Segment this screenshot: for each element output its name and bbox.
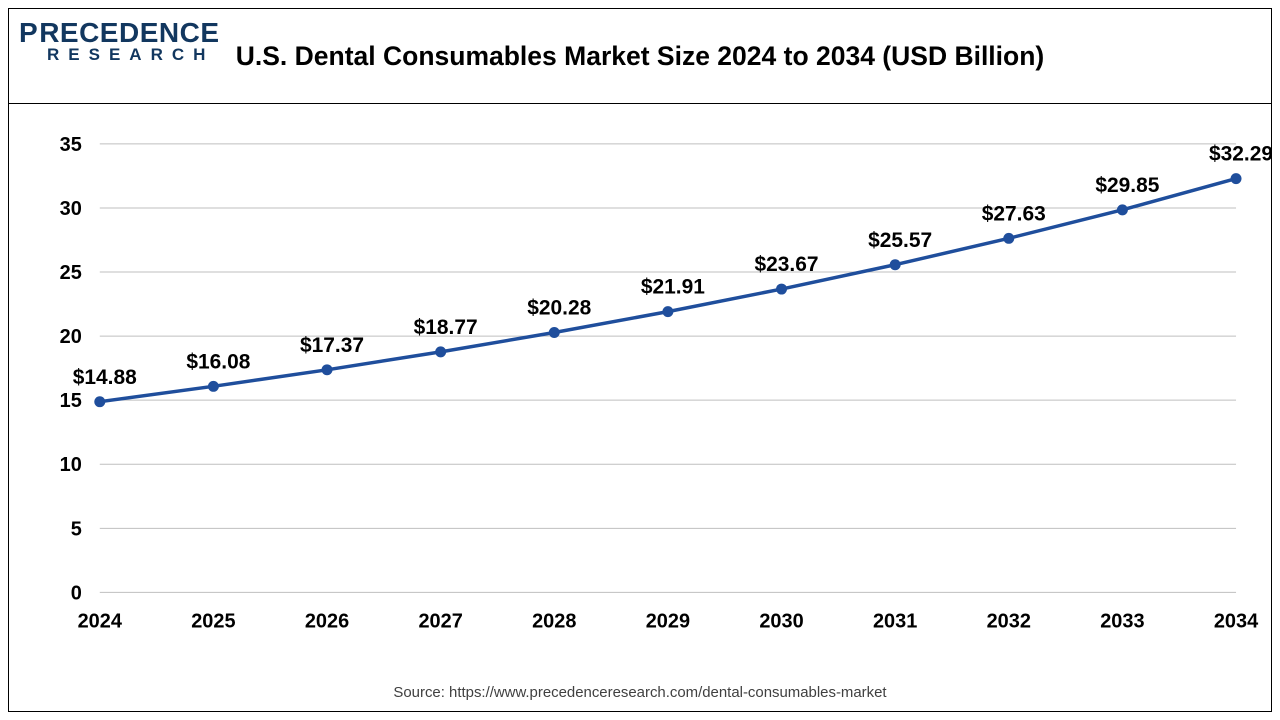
- svg-text:2027: 2027: [418, 610, 462, 632]
- data-point: [776, 284, 787, 295]
- data-point: [322, 364, 333, 375]
- gridlines: [100, 144, 1236, 593]
- line-chart-svg: 05101520253035 2024202520262027202820292…: [9, 104, 1271, 711]
- logo-sub-text: RESEARCH: [47, 45, 229, 65]
- svg-text:2033: 2033: [1100, 610, 1144, 632]
- data-label: $25.57: [868, 229, 932, 252]
- svg-text:2031: 2031: [873, 610, 917, 632]
- data-point: [890, 259, 901, 270]
- data-point: [549, 327, 560, 338]
- svg-text:2024: 2024: [78, 610, 122, 632]
- svg-text:25: 25: [60, 262, 82, 284]
- data-label: $27.63: [982, 202, 1046, 225]
- data-point: [1003, 233, 1014, 244]
- data-point: [1231, 173, 1242, 184]
- svg-text:2026: 2026: [305, 610, 349, 632]
- data-point: [94, 396, 105, 407]
- logo-main-text: PPRECEDENCERECEDENCE: [19, 19, 229, 47]
- svg-text:10: 10: [60, 454, 82, 476]
- source-citation: Source: https://www.precedenceresearch.c…: [393, 684, 887, 701]
- svg-text:30: 30: [60, 198, 82, 220]
- svg-text:2034: 2034: [1214, 610, 1258, 632]
- svg-text:0: 0: [71, 582, 82, 604]
- svg-text:2030: 2030: [759, 610, 803, 632]
- svg-text:15: 15: [60, 390, 82, 412]
- data-label: $17.37: [300, 334, 364, 357]
- svg-text:2028: 2028: [532, 610, 576, 632]
- svg-text:20: 20: [60, 326, 82, 348]
- svg-text:35: 35: [60, 134, 82, 156]
- data-point: [435, 346, 446, 357]
- data-label: $18.77: [414, 316, 478, 339]
- data-label: $16.08: [186, 350, 250, 373]
- data-label: $20.28: [527, 297, 591, 320]
- data-label: $32.29: [1209, 143, 1271, 166]
- header-row: PPRECEDENCERECEDENCE RESEARCH U.S. Denta…: [9, 9, 1271, 104]
- x-axis-ticks: 2024 2025 2026 2027 2028 2029 2030 2031 2032 2033…: [78, 610, 1259, 632]
- data-label: $29.85: [1095, 174, 1159, 197]
- data-label: $21.91: [641, 276, 705, 299]
- brand-logo: PPRECEDENCERECEDENCE RESEARCH: [19, 19, 229, 89]
- data-label: $23.67: [755, 253, 819, 276]
- data-point: [662, 306, 673, 317]
- data-point: [1117, 204, 1128, 215]
- data-labels: $14.88 $16.08 $17.37 $18.77 $20.28 $21.91 $23.…: [73, 143, 1271, 389]
- svg-text:2025: 2025: [191, 610, 235, 632]
- data-point: [208, 381, 219, 392]
- svg-text:2029: 2029: [646, 610, 690, 632]
- data-label: $14.88: [73, 366, 137, 389]
- svg-text:2032: 2032: [987, 610, 1031, 632]
- svg-text:5: 5: [71, 518, 82, 540]
- plot-area: 05101520253035 2024202520262027202820292…: [9, 104, 1271, 711]
- chart-card: PPRECEDENCERECEDENCE RESEARCH U.S. Denta…: [8, 8, 1272, 712]
